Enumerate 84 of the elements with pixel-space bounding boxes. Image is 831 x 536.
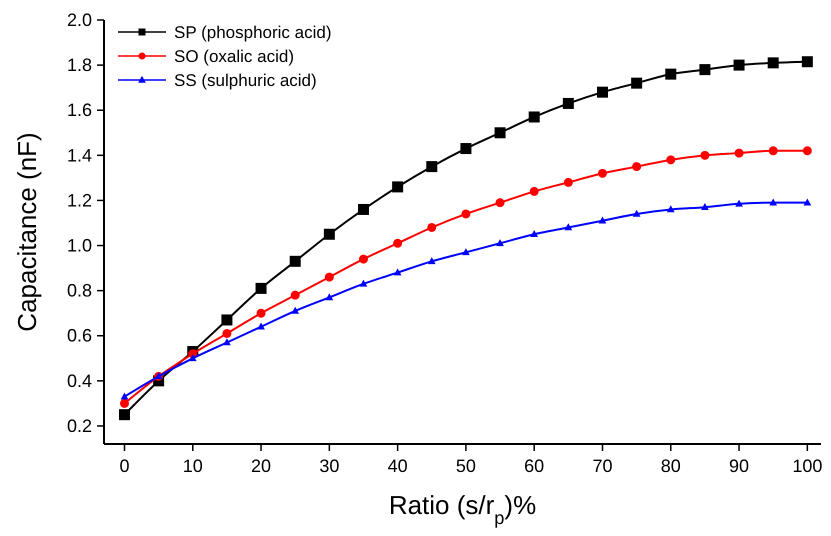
- point: [700, 150, 710, 160]
- point: [324, 228, 335, 240]
- x-tick-label: 80: [660, 456, 681, 476]
- point: [562, 98, 574, 109]
- point: [734, 60, 745, 71]
- point: [598, 168, 607, 178]
- legend-label: SS (sulphuric acid): [174, 71, 317, 90]
- point: [358, 254, 368, 264]
- point: [393, 238, 402, 248]
- x-tick-label: 70: [592, 456, 612, 476]
- point: [769, 198, 778, 206]
- point: [666, 155, 676, 164]
- point: [701, 202, 709, 210]
- legend-label: SO (oxalic acid): [174, 47, 294, 66]
- y-tick-label: 2.0: [66, 10, 92, 30]
- point: [427, 222, 436, 232]
- y-tick-label: 1.2: [66, 190, 92, 210]
- x-tick-label: 40: [388, 456, 408, 476]
- point: [598, 216, 606, 224]
- point: [392, 181, 404, 192]
- point: [462, 248, 470, 256]
- point: [496, 239, 504, 246]
- point: [666, 205, 675, 212]
- x-tick-label: 10: [182, 456, 203, 476]
- point: [428, 257, 436, 264]
- point: [494, 127, 506, 138]
- y-tick-label: 0.4: [66, 370, 92, 391]
- y-tick-label: 0.2: [66, 416, 92, 436]
- point: [699, 64, 710, 76]
- point: [530, 230, 538, 238]
- point: [291, 306, 300, 314]
- x-axis-title: Ratio (s/r$_{p}$)%: [388, 490, 536, 528]
- point: [256, 308, 266, 318]
- point: [120, 398, 129, 408]
- point: [460, 143, 472, 154]
- x-tick-label: 30: [319, 456, 340, 476]
- point: [325, 293, 334, 300]
- point: [223, 338, 231, 346]
- x-tick-label: 0: [119, 456, 130, 476]
- point: [564, 178, 573, 187]
- point: [222, 328, 232, 338]
- point: [118, 409, 130, 420]
- x-tick-label: 100: [792, 456, 822, 476]
- y-tick-label: 1.4: [66, 145, 92, 166]
- point: [632, 210, 640, 217]
- x-tick-label: 90: [729, 456, 750, 476]
- point: [803, 198, 812, 206]
- point: [632, 162, 642, 172]
- y-tick-label: 1.6: [66, 100, 92, 120]
- point: [564, 223, 572, 230]
- point: [802, 56, 813, 68]
- point: [426, 161, 438, 172]
- point: [120, 392, 128, 400]
- point: [596, 86, 608, 98]
- point: [665, 68, 676, 80]
- point: [188, 354, 197, 362]
- point: [221, 314, 232, 326]
- point: [360, 280, 368, 287]
- point: [257, 322, 265, 330]
- point: [528, 111, 540, 122]
- x-tick-label: 20: [251, 456, 272, 476]
- point: [290, 290, 300, 300]
- point: [768, 57, 779, 68]
- point: [324, 272, 334, 282]
- point: [734, 148, 744, 158]
- point: [496, 198, 505, 208]
- point: [631, 78, 642, 89]
- point: [461, 209, 470, 218]
- x-tick-label: 60: [524, 456, 544, 476]
- y-tick-label: 1.0: [66, 236, 92, 256]
- point: [290, 256, 301, 267]
- y-tick-label: 0.8: [66, 280, 92, 301]
- point: [256, 282, 267, 294]
- point: [768, 146, 778, 156]
- y-tick-label: 1.8: [66, 55, 92, 76]
- point: [802, 146, 812, 156]
- point: [735, 200, 743, 207]
- point: [394, 268, 402, 276]
- y-axis-title: Capacitance (nF): [12, 132, 42, 332]
- legend-label: SP (phosphoric acid): [174, 23, 332, 42]
- point: [530, 186, 539, 196]
- point: [358, 204, 369, 215]
- x-tick-label: 50: [456, 456, 476, 476]
- y-tick-label: 0.6: [66, 326, 92, 346]
